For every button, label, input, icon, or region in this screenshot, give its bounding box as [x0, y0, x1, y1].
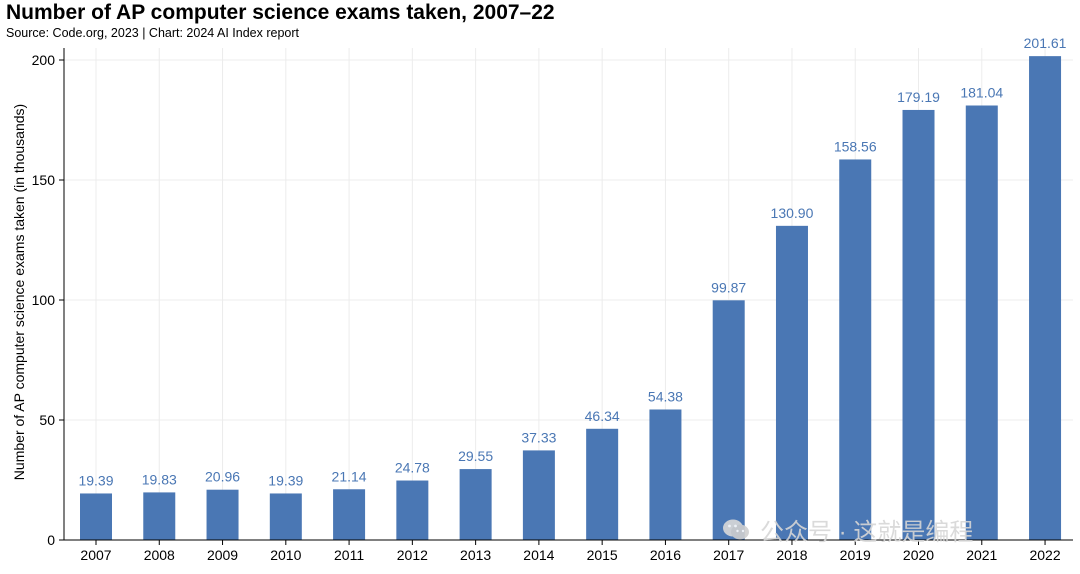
- value-label-2008: 19.83: [142, 471, 177, 487]
- value-label-2007: 19.39: [78, 472, 113, 488]
- x-tick-label-2022: 2022: [1029, 547, 1060, 563]
- value-label-2010: 19.39: [268, 472, 303, 488]
- x-tick-label-2021: 2021: [966, 547, 997, 563]
- y-tick-label: 50: [39, 412, 55, 428]
- x-tick-label-2018: 2018: [776, 547, 807, 563]
- value-label-2020: 179.19: [897, 89, 940, 105]
- x-tick-label-2012: 2012: [397, 547, 428, 563]
- value-label-2017: 99.87: [711, 279, 746, 295]
- value-label-2018: 130.90: [771, 205, 814, 221]
- watermark: 公众号 · 这就是编程: [722, 512, 973, 547]
- value-label-2022: 201.61: [1024, 35, 1067, 51]
- x-tick-label-2016: 2016: [650, 547, 681, 563]
- value-label-2011: 21.14: [332, 468, 367, 484]
- bar-2019: [839, 159, 872, 540]
- bar-2007: [80, 493, 112, 540]
- value-label-2015: 46.34: [585, 408, 620, 424]
- value-label-2016: 54.38: [648, 388, 683, 404]
- y-tick-label: 150: [32, 172, 56, 188]
- chart-subtitle: Source: Code.org, 2023 | Chart: 2024 AI …: [6, 26, 300, 40]
- value-label-2013: 29.55: [458, 448, 493, 464]
- bar-2010: [269, 493, 302, 540]
- x-tick-label-2009: 2009: [207, 547, 238, 563]
- value-label-2021: 181.04: [960, 85, 1003, 101]
- bar-2018: [775, 225, 808, 540]
- bar-2008: [143, 492, 176, 540]
- bar-2022: [1029, 56, 1062, 541]
- y-tick-label: 0: [47, 532, 55, 548]
- watermark-text: 公众号 · 这就是编程: [760, 519, 974, 546]
- y-tick-label: 100: [32, 292, 56, 308]
- value-label-2014: 37.33: [521, 429, 556, 445]
- bar-2012: [396, 480, 429, 540]
- x-tick-label-2014: 2014: [523, 547, 554, 563]
- x-tick-label-2017: 2017: [713, 547, 744, 563]
- chart-title: Number of AP computer science exams take…: [6, 1, 555, 24]
- bar-2015: [586, 428, 619, 540]
- x-tick-label-2010: 2010: [270, 547, 301, 563]
- value-label-2012: 24.78: [395, 460, 430, 476]
- x-tick-label-2007: 2007: [80, 547, 111, 563]
- bar-2014: [522, 450, 555, 540]
- x-tick-label-2013: 2013: [460, 547, 491, 563]
- y-tick-label: 200: [32, 52, 56, 68]
- bars: [80, 56, 1062, 541]
- bar-2011: [333, 489, 366, 540]
- bar-2020: [902, 109, 935, 540]
- bar-2013: [459, 469, 492, 540]
- x-tick-label-2020: 2020: [903, 547, 934, 563]
- bar-2009: [206, 489, 239, 540]
- x-tick-label-2008: 2008: [144, 547, 175, 563]
- x-tick-label-2011: 2011: [334, 547, 364, 563]
- wechat-icon: [722, 518, 750, 542]
- value-labels: 19.39 19.83 20.96 19.39 21.14 24.78 29.55 37.33…: [78, 35, 1066, 488]
- x-tick-label-2019: 2019: [840, 547, 871, 563]
- value-label-2009: 20.96: [205, 469, 240, 485]
- axes: 0 50 100 150 200 2007 2008 2009 2010 2011 2012 2013…: [32, 48, 1073, 563]
- x-tick-label-2015: 2015: [587, 547, 618, 563]
- bar-2017: [712, 300, 745, 540]
- bar-2016: [649, 409, 682, 540]
- value-label-2019: 158.56: [834, 138, 877, 154]
- bar-2021: [965, 105, 998, 540]
